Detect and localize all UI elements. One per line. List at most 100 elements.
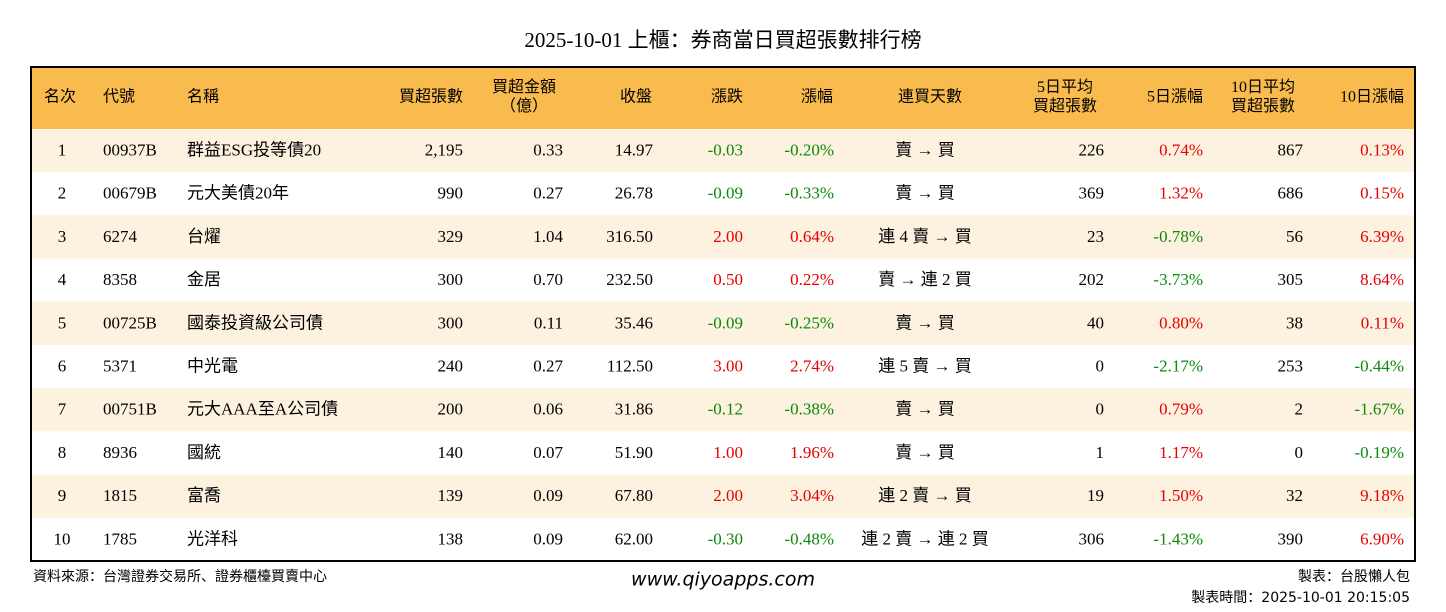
column-header: 名次 xyxy=(44,88,76,106)
table-cell: -2.17% xyxy=(1153,357,1203,376)
table-cell: 9 xyxy=(58,486,67,505)
table-cell: 1.96% xyxy=(790,443,834,462)
column-header: 5日平均 xyxy=(1037,78,1093,96)
table-cell: 連 2 賣 → 買 xyxy=(878,486,972,505)
column-header: 名稱 xyxy=(187,88,219,106)
table-cell: 32 xyxy=(1286,486,1303,505)
table-cell: 200 xyxy=(438,400,464,419)
table-cell: 元大AAA至A公司債 xyxy=(187,400,338,419)
table-cell: -0.30 xyxy=(708,529,743,548)
table-cell: 00751B xyxy=(103,400,157,419)
table-cell: 0.09 xyxy=(533,486,563,505)
table-cell: 賣 → 買 xyxy=(895,400,955,419)
table-cell: 232.50 xyxy=(606,270,653,289)
table-cell: 0.50 xyxy=(713,270,743,289)
table-cell: 00679B xyxy=(103,184,157,203)
table-cell: -1.43% xyxy=(1153,529,1203,548)
table-cell: 2 xyxy=(58,184,67,203)
table-cell: -0.33% xyxy=(784,184,834,203)
header-background xyxy=(31,67,1415,129)
table-cell: 賣 → 買 xyxy=(895,184,955,203)
row-background xyxy=(31,474,1415,518)
table-cell: 台燿 xyxy=(187,227,221,246)
table-cell: -3.73% xyxy=(1153,270,1203,289)
table-cell: 0.15% xyxy=(1360,184,1404,203)
table-cell: 0.11% xyxy=(1361,313,1404,332)
table-cell: -0.19% xyxy=(1354,443,1404,462)
row-background xyxy=(31,129,1415,173)
table-cell: 316.50 xyxy=(606,227,653,246)
table-cell: 6.90% xyxy=(1360,529,1404,548)
table-cell: 7 xyxy=(58,400,67,419)
table-cell: 1 xyxy=(1096,443,1105,462)
table-cell: 139 xyxy=(438,486,464,505)
table-cell: 0.80% xyxy=(1159,313,1203,332)
table-cell: 2 xyxy=(1295,400,1304,419)
table-cell: 1815 xyxy=(103,486,137,505)
table-cell: 4 xyxy=(58,270,67,289)
table-cell: -0.44% xyxy=(1354,357,1404,376)
maker: 製表：台股懶人包 xyxy=(1298,569,1410,585)
table-cell: 51.90 xyxy=(615,443,653,462)
table-cell: 1.32% xyxy=(1159,184,1203,203)
table-cell: 14.97 xyxy=(615,141,654,160)
column-header: 買超張數 xyxy=(1231,97,1295,115)
table-cell: 300 xyxy=(438,313,464,332)
column-header: 買超金額 xyxy=(492,78,556,96)
table-cell: 國統 xyxy=(187,443,221,462)
table-cell: 金居 xyxy=(187,270,221,289)
table-cell: 38 xyxy=(1286,313,1303,332)
table-cell: 329 xyxy=(438,227,464,246)
table-cell: 1.50% xyxy=(1159,486,1203,505)
table-cell: 990 xyxy=(438,184,464,203)
column-header: 代號 xyxy=(103,88,135,106)
row-background xyxy=(31,301,1415,345)
table-cell: 19 xyxy=(1087,486,1104,505)
table-cell: 8358 xyxy=(103,270,137,289)
table-cell: 0.70 xyxy=(533,270,563,289)
table-cell: 390 xyxy=(1278,529,1304,548)
table-cell: 00937B xyxy=(103,141,157,160)
table-cell: 202 xyxy=(1079,270,1105,289)
table-cell: -0.03 xyxy=(708,141,743,160)
table-cell: 3.00 xyxy=(713,357,743,376)
table-cell: 2.00 xyxy=(713,486,743,505)
table-cell: 6274 xyxy=(103,227,138,246)
table-cell: 112.50 xyxy=(607,357,653,376)
table-cell: 40 xyxy=(1087,313,1104,332)
table-cell: 35.46 xyxy=(615,313,653,332)
table-cell: 富喬 xyxy=(187,486,221,505)
column-header: 買超張數 xyxy=(1033,97,1097,115)
table-cell: 中光電 xyxy=(187,357,238,376)
table-cell: -0.09 xyxy=(708,313,743,332)
table-cell: 賣 → 買 xyxy=(895,443,955,462)
table-cell: 光洋科 xyxy=(187,529,238,548)
table-cell: 62.00 xyxy=(615,529,653,548)
column-header: 10日平均 xyxy=(1231,78,1295,96)
table-cell: -0.48% xyxy=(784,529,834,548)
table-cell: 9.18% xyxy=(1360,486,1404,505)
table-cell: 0.64% xyxy=(790,227,834,246)
table-cell: 6 xyxy=(58,357,67,376)
table-cell: 300 xyxy=(438,270,464,289)
table-cell: 0 xyxy=(1096,357,1105,376)
table-cell: 138 xyxy=(438,529,464,548)
table-cell: 00725B xyxy=(103,313,157,332)
time: 製表時間：2025-10-01 20:15:05 xyxy=(1191,590,1410,606)
table-cell: 3 xyxy=(58,227,67,246)
table-cell: 3.04% xyxy=(790,486,834,505)
table-cell: 867 xyxy=(1278,141,1304,160)
table-cell: 6.39% xyxy=(1360,227,1404,246)
table-cell: 1785 xyxy=(103,529,137,548)
column-header: 5日漲幅 xyxy=(1147,88,1203,106)
table-cell: 0.13% xyxy=(1360,141,1404,160)
table-cell: 0 xyxy=(1295,443,1304,462)
table-cell: 306 xyxy=(1079,529,1105,548)
table-cell: 5 xyxy=(58,313,67,332)
table-cell: 0.27 xyxy=(533,357,563,376)
column-header: 收盤 xyxy=(620,88,652,106)
table-cell: 0.74% xyxy=(1159,141,1203,160)
table-cell: 0.09 xyxy=(533,529,563,548)
table-cell: -0.20% xyxy=(784,141,834,160)
